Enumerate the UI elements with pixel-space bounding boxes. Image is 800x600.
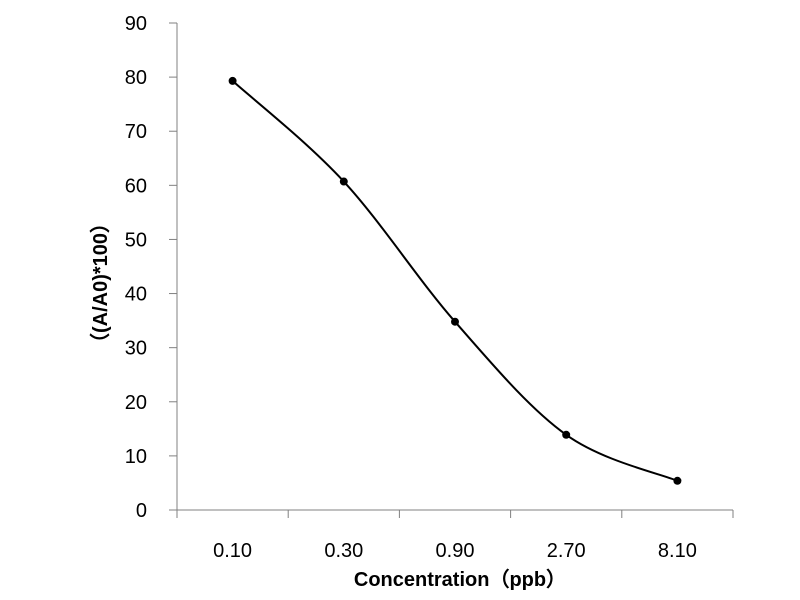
x-tick-label: 2.70 xyxy=(547,540,586,562)
data-point xyxy=(339,177,348,186)
data-point xyxy=(562,430,571,439)
x-ticks: 0.10 0.30 0.90 2.70 8.10 xyxy=(176,510,734,562)
series-line xyxy=(231,80,678,482)
y-tick-label: 20 xyxy=(125,392,147,414)
y-tick-label: 10 xyxy=(125,446,147,468)
x-tick-label: 8.10 xyxy=(658,540,697,562)
x-axis-title: Concentration（ppb） xyxy=(354,568,566,591)
y-ticks: 0 10 20 30 40 50 60 70 80 90 xyxy=(125,13,177,522)
y-tick-label: 0 xyxy=(136,500,147,522)
y-axis-title: （(A/A0)*100） xyxy=(89,213,112,353)
y-tick-label: 80 xyxy=(125,67,147,89)
y-tick-label: 50 xyxy=(125,229,147,251)
x-tick-label: 0.90 xyxy=(436,540,475,562)
x-tick-label: 0.10 xyxy=(213,540,252,562)
series-layer xyxy=(228,76,682,485)
x-tick-label: 0.30 xyxy=(324,540,363,562)
y-tick-label: 30 xyxy=(125,338,147,360)
y-tick-label: 40 xyxy=(125,284,147,306)
data-point xyxy=(451,317,459,326)
y-tick-label: 60 xyxy=(125,175,147,197)
data-point xyxy=(228,76,237,85)
y-tick-label: 90 xyxy=(125,13,147,35)
data-point xyxy=(673,476,682,485)
y-tick-label: 70 xyxy=(125,121,147,143)
